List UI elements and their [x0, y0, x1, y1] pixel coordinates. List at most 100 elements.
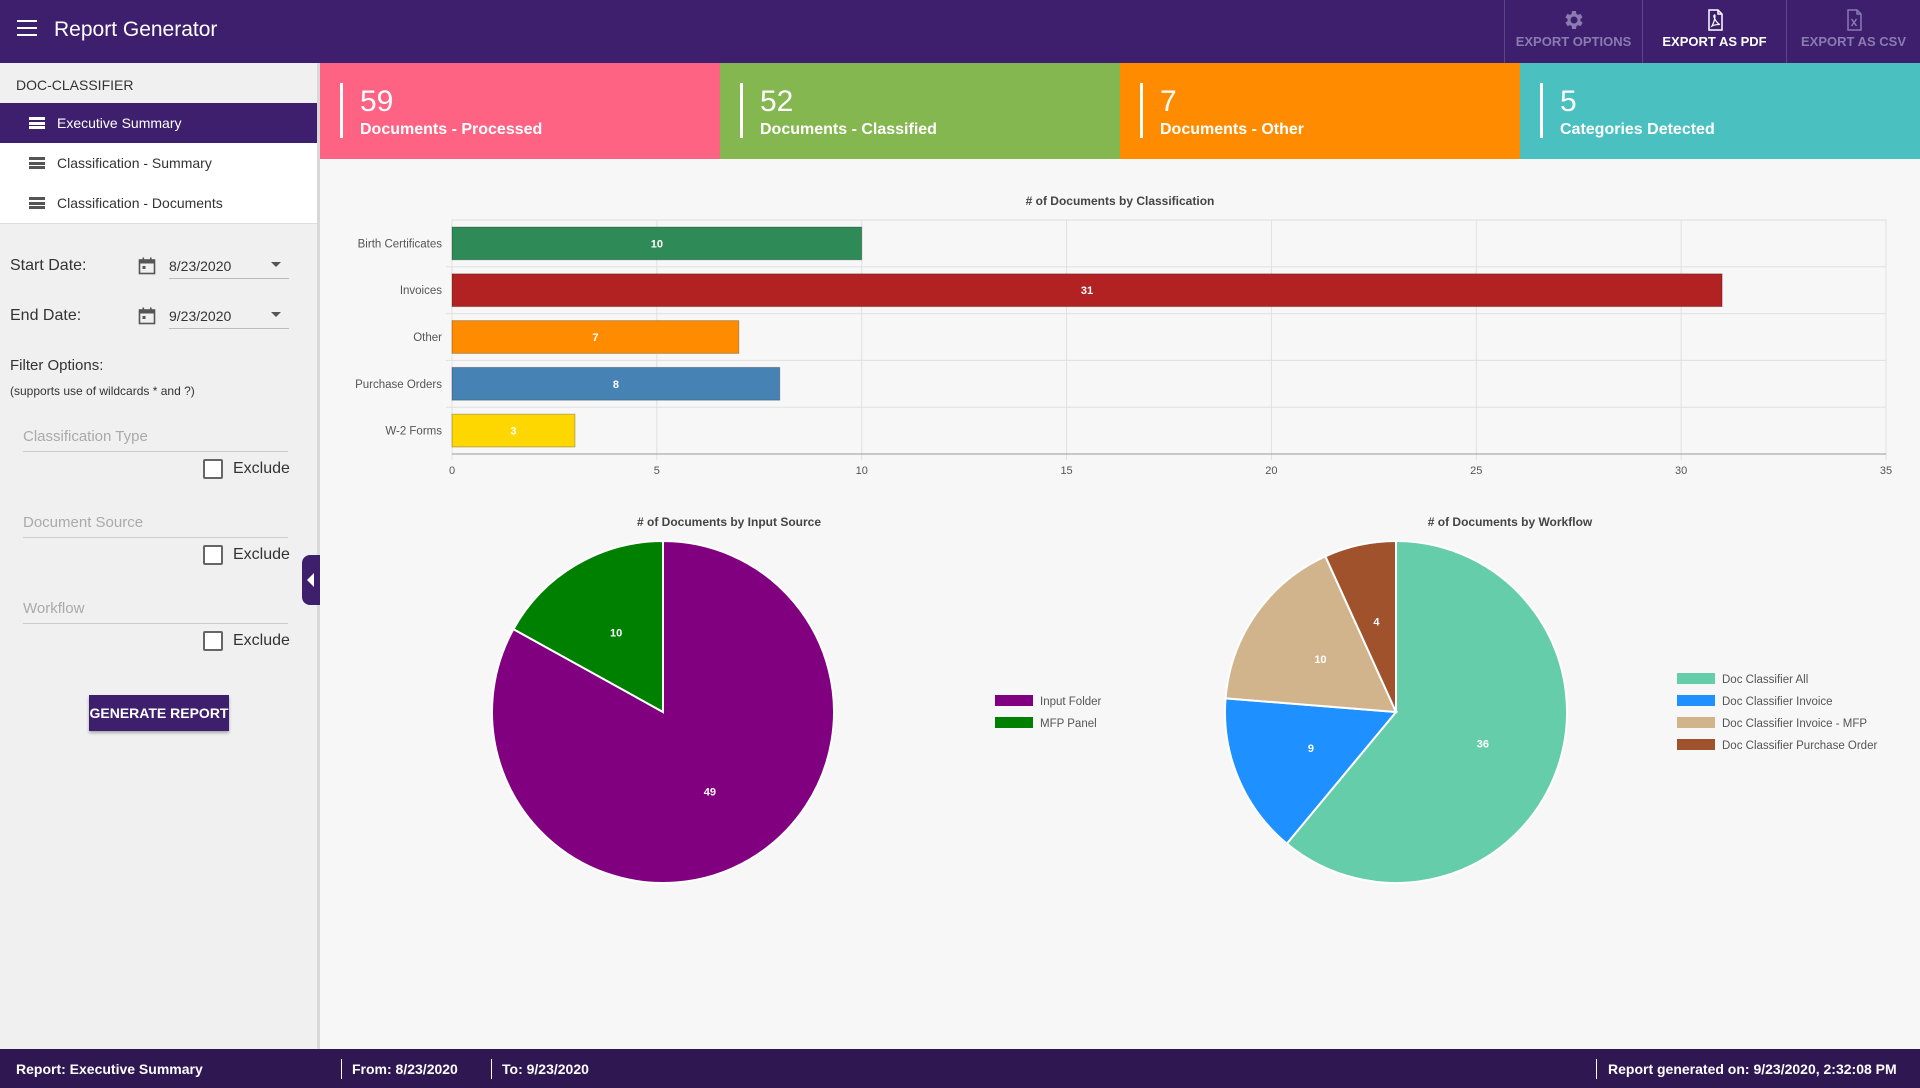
exclude-source-checkbox[interactable]: Exclude	[203, 545, 290, 565]
app-title: Report Generator	[54, 18, 218, 41]
end-date-value: 9/23/2020	[169, 308, 232, 324]
stat-card-classified: 52 Documents - Classified	[720, 63, 1120, 159]
list-icon	[29, 157, 45, 169]
classification-bar-chart: 0 5 10 15 20 25 30 35 Birth Certificates 10 Invoic…	[355, 219, 1892, 477]
legend-label: Doc Classifier Purchase Order	[1722, 740, 1877, 752]
nav-item-classification-summary[interactable]: Classification - Summary	[0, 143, 317, 183]
excel-file-icon	[1846, 9, 1862, 31]
exclude-label: Exclude	[233, 632, 290, 649]
bar	[451, 366, 781, 401]
stat-value: 52	[760, 85, 794, 118]
top-app-bar: Report Generator EXPORT OPTIONS EXPORT A…	[0, 0, 1920, 63]
collapse-sidebar-handle[interactable]	[302, 555, 320, 605]
y-tick-label: Purchase Orders	[355, 379, 442, 391]
footer-to-date: To: 9/23/2020	[502, 1061, 589, 1077]
checkbox[interactable]	[203, 459, 223, 479]
workflow-chart-title: # of Documents by Workflow	[1428, 515, 1593, 529]
calendar-icon[interactable]	[138, 307, 156, 325]
bar	[451, 273, 1723, 308]
y-tick-label: Other	[413, 332, 442, 344]
stat-value: 59	[360, 85, 394, 118]
chevron-down-icon[interactable]	[271, 262, 281, 267]
stat-label: Documents - Classified	[760, 121, 937, 138]
x-tick-label: 0	[449, 465, 455, 477]
end-date-label: End Date:	[10, 307, 82, 324]
stat-label: Documents - Processed	[360, 121, 543, 138]
workflow-input[interactable]: Workflow	[23, 594, 288, 624]
export-pdf-button[interactable]: EXPORT AS PDF	[1642, 0, 1786, 63]
bar-value-label: 7	[592, 332, 598, 344]
pie-slice	[1224, 554, 1398, 714]
x-tick-label: 25	[1470, 465, 1482, 477]
slice-value-label: 10	[610, 627, 622, 639]
gear-icon	[1564, 11, 1583, 29]
export-options-button[interactable]: EXPORT OPTIONS	[1504, 0, 1642, 63]
x-tick-label: 10	[856, 465, 868, 477]
generate-report-button[interactable]: GENERATE REPORT	[89, 695, 229, 731]
export-csv-button[interactable]: EXPORT AS CSV	[1786, 0, 1920, 63]
filter-options-note: (supports use of wildcards * and ?)	[10, 384, 195, 398]
end-date-row: End Date: 9/23/2020	[10, 301, 290, 331]
calendar-icon[interactable]	[138, 257, 156, 275]
exclude-workflow-checkbox[interactable]: Exclude	[203, 631, 290, 651]
legend-swatch	[1677, 695, 1715, 706]
card-divider	[1140, 83, 1143, 138]
nav-item-executive-summary[interactable]: Executive Summary	[0, 103, 317, 143]
exclude-classification-checkbox[interactable]: Exclude	[203, 459, 290, 479]
legend-label: Doc Classifier Invoice - MFP	[1722, 718, 1867, 730]
stat-value: 5	[1560, 85, 1577, 118]
end-date-field[interactable]: 9/23/2020	[169, 303, 289, 329]
nav-item-classification-documents[interactable]: Classification - Documents	[0, 183, 317, 223]
charts-area: # of Documents by Classification 0 5 10 15 2…	[355, 194, 1892, 884]
slice-value-label: 36	[1477, 738, 1489, 750]
report-nav: DOC-CLASSIFIER Executive Summary Classif…	[0, 63, 317, 224]
input-source-pie-chart: 49 10	[491, 539, 835, 884]
bar-value-label: 3	[510, 426, 516, 438]
legend-swatch	[995, 717, 1033, 728]
card-divider	[340, 83, 343, 138]
footer-generated-on: Report generated on: 9/23/2020, 2:32:08 …	[1608, 1061, 1897, 1077]
export-csv-label: EXPORT AS CSV	[1801, 34, 1906, 49]
start-date-value: 8/23/2020	[169, 258, 232, 274]
document-source-input[interactable]: Document Source	[23, 508, 288, 538]
legend-label: Input Folder	[1040, 696, 1102, 708]
nav-header: DOC-CLASSIFIER	[0, 63, 317, 103]
y-tick-label: Birth Certificates	[358, 238, 443, 250]
footer-from-date: From: 8/23/2020	[352, 1061, 458, 1077]
footer-divider	[341, 1059, 342, 1079]
slice-value-label: 4	[1373, 617, 1380, 629]
pie-slice	[1224, 697, 1398, 846]
legend-label: Doc Classifier All	[1722, 674, 1808, 686]
stat-card-categories: 5 Categories Detected	[1520, 63, 1920, 159]
stat-label: Documents - Other	[1160, 121, 1305, 138]
checkbox[interactable]	[203, 545, 223, 565]
footer-divider	[491, 1059, 492, 1079]
stat-label: Categories Detected	[1560, 121, 1715, 138]
checkbox[interactable]	[203, 631, 223, 651]
classification-type-input[interactable]: Classification Type	[23, 422, 288, 452]
chevron-down-icon[interactable]	[271, 312, 281, 317]
menu-icon[interactable]	[17, 20, 37, 36]
x-tick-label: 15	[1060, 465, 1072, 477]
bar	[451, 320, 740, 354]
list-icon	[29, 117, 45, 129]
start-date-field[interactable]: 8/23/2020	[169, 253, 289, 279]
input-source-legend: Input Folder MFP Panel	[995, 695, 1102, 730]
list-icon	[29, 197, 45, 209]
footer-divider	[1596, 1059, 1597, 1079]
exclude-label: Exclude	[233, 460, 290, 477]
export-pdf-label: EXPORT AS PDF	[1662, 34, 1767, 49]
stat-card-other: 7 Documents - Other	[1120, 63, 1520, 159]
bar	[451, 413, 576, 448]
legend-swatch	[1677, 673, 1715, 684]
slice-value-label: 10	[1314, 654, 1326, 666]
bar-chart-title: # of Documents by Classification	[1026, 194, 1215, 208]
stat-value: 7	[1160, 85, 1177, 118]
workflow-pie-chart: 36 9 10 4	[1224, 539, 1568, 884]
bar-value-label: 10	[651, 238, 663, 250]
stat-card-processed: 59 Documents - Processed	[320, 63, 720, 159]
start-date-label: Start Date:	[10, 257, 87, 274]
bar-value-label: 31	[1081, 285, 1093, 297]
exclude-label: Exclude	[233, 546, 290, 563]
slice-value-label: 9	[1308, 743, 1314, 755]
